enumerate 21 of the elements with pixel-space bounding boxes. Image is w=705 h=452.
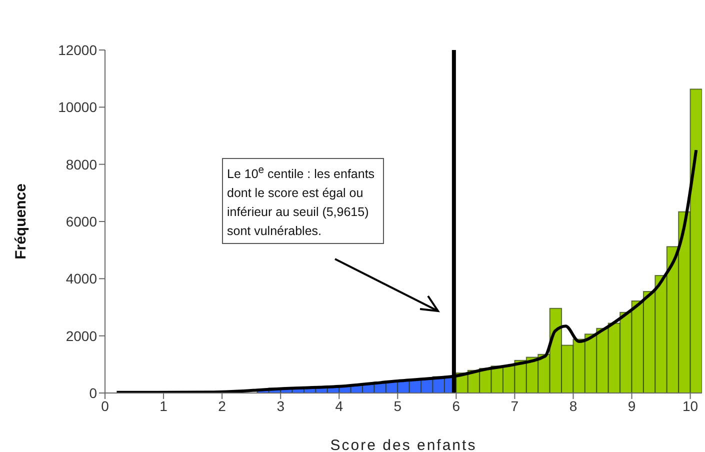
y-tick-label: 0 xyxy=(89,384,98,401)
x-tick-label: 1 xyxy=(160,398,168,414)
annotation: Le 10$^{e}$ centile : les enfants dont le score est égal ou inférieur au seuil (5,9615) sont vulnérables. xyxy=(222,158,384,244)
y-tick-label: 4000 xyxy=(66,270,98,287)
x-tick-label: 4 xyxy=(335,398,344,414)
y-tick-label: 6000 xyxy=(66,213,98,230)
x-tick-label: 10 xyxy=(682,398,698,414)
y-tick-label: 8000 xyxy=(66,156,98,172)
x-tick-label: 5 xyxy=(394,398,402,414)
x-tick-label: 0 xyxy=(101,398,110,414)
y-tick-label: 10000 xyxy=(58,99,98,116)
y-tick-label: 12000 xyxy=(58,42,98,58)
x-tick-label: 6 xyxy=(452,398,460,414)
x-axis-title: Score des enfants xyxy=(330,437,477,452)
x-tick-label: 9 xyxy=(628,398,636,414)
x-tick-label: 3 xyxy=(276,398,285,414)
x-tick-label: 7 xyxy=(510,398,519,414)
x-tick-label: 8 xyxy=(569,398,578,414)
y-axis-title: Fréquence xyxy=(12,184,30,260)
y-tick-label: 2000 xyxy=(66,328,98,344)
x-tick-label: 2 xyxy=(218,398,226,414)
